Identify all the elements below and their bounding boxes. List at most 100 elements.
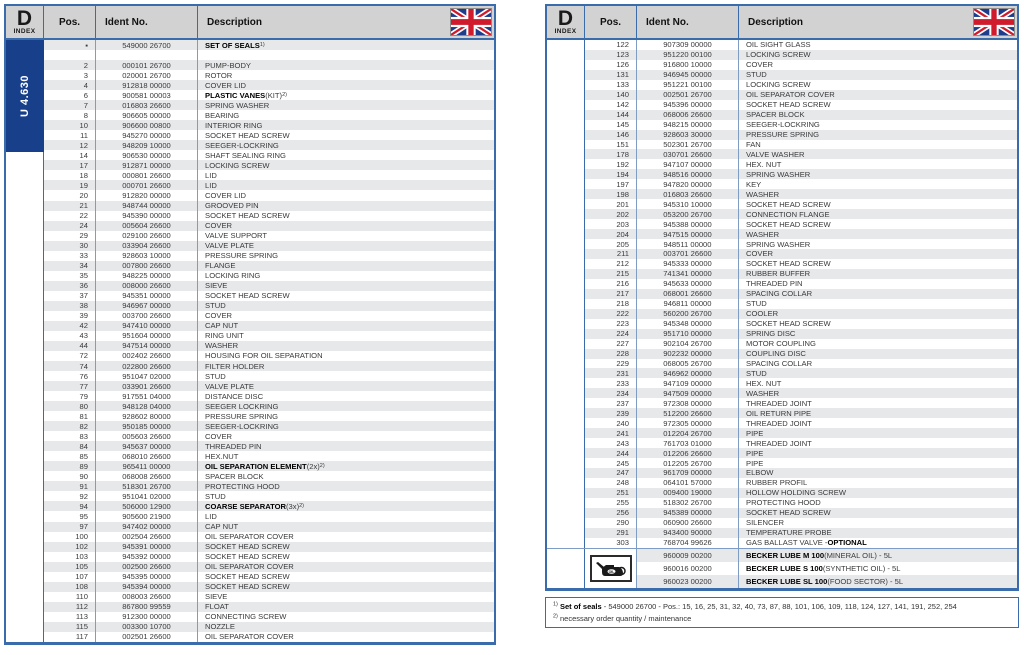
ident-cell: 030701 26600 bbox=[637, 149, 739, 160]
table-row: 231 946962 00000 STUD bbox=[547, 368, 1017, 379]
description-cell: STUD bbox=[746, 299, 767, 309]
pos-cell: 237 bbox=[585, 398, 637, 409]
index-tab: D INDEX bbox=[547, 6, 585, 38]
uk-flag-icon bbox=[973, 8, 1015, 36]
description-cell: LID bbox=[205, 170, 217, 180]
ident-cell: 506000 12900 bbox=[96, 501, 198, 512]
description-cell: SPRING WASHER bbox=[746, 169, 811, 179]
index-cell bbox=[547, 189, 585, 200]
pos-cell: 228 bbox=[585, 348, 637, 359]
index-cell bbox=[547, 398, 585, 409]
description-cell: SOCKET HEAD SCREW bbox=[746, 508, 831, 518]
index-cell bbox=[547, 258, 585, 269]
ident-cell: 916800 10000 bbox=[637, 59, 739, 70]
ident-cell: 000701 26600 bbox=[96, 180, 198, 191]
index-cell bbox=[547, 89, 585, 100]
pos-cell: 240 bbox=[585, 418, 637, 429]
table-row: 85 068010 26600 HEX.NUT bbox=[6, 451, 494, 462]
description-cell: TEMPERATURE PROBE bbox=[746, 528, 832, 538]
table-row: 133 951221 00100 LOCKING SCREW bbox=[547, 79, 1017, 90]
col-header-ident: Ident No. bbox=[96, 6, 198, 38]
index-cell bbox=[547, 388, 585, 399]
table-row: 218 946811 00000 STUD bbox=[547, 298, 1017, 309]
table-row: 91 518301 26700 PROTECTING HOOD bbox=[6, 481, 494, 492]
ident-cell: 946945 00000 bbox=[637, 69, 739, 80]
ident-cell: 965411 00000 bbox=[96, 461, 198, 472]
description-cell: LOCKING SCREW bbox=[746, 50, 811, 60]
description-cell: COUPLING DISC bbox=[746, 349, 806, 359]
ident-cell: 951221 00100 bbox=[637, 79, 739, 90]
description-cell: SOCKET HEAD SCREW bbox=[205, 552, 290, 562]
table-row: 112 867800 99559 FLOAT bbox=[6, 601, 494, 612]
ident-cell: 945637 00000 bbox=[96, 441, 198, 452]
pos-cell: 218 bbox=[585, 298, 637, 309]
table-row: 103 945392 00000 SOCKET HEAD SCREW bbox=[6, 551, 494, 562]
description-cell: VALVE SUPPORT bbox=[205, 231, 268, 241]
ident-cell: 928603 10000 bbox=[96, 250, 198, 261]
pos-cell: 231 bbox=[585, 368, 637, 379]
pos-cell: 97 bbox=[44, 521, 96, 532]
index-cell bbox=[6, 180, 44, 191]
table-row: 44 947514 00000 WASHER bbox=[6, 340, 494, 351]
description-cell: SEEGER-LOCKRING bbox=[746, 120, 820, 130]
index-letter: D bbox=[16, 6, 33, 30]
ident-cell: 928603 30000 bbox=[637, 129, 739, 140]
index-cell bbox=[6, 551, 44, 562]
description-cell: SPACING COLLAR bbox=[746, 289, 813, 299]
table-row: 29 029100 26600 VALVE SUPPORT bbox=[6, 230, 494, 241]
table-row: 251 009400 19000 HOLLOW HOLDING SCREW bbox=[547, 487, 1017, 498]
index-cell bbox=[547, 199, 585, 210]
index-cell bbox=[6, 290, 44, 301]
description-cell: SOCKET HEAD SCREW bbox=[205, 130, 290, 140]
pos-cell: 85 bbox=[44, 451, 96, 462]
description-cell: SEEGER-LOCKRING bbox=[205, 140, 279, 150]
description-cell: THREADED JOINT bbox=[746, 438, 812, 448]
index-cell bbox=[547, 549, 585, 588]
table-row: 84 945637 00000 THREADED PIN bbox=[6, 441, 494, 452]
ident-cell: 961709 00000 bbox=[637, 467, 739, 478]
ident-cell: 905600 21900 bbox=[96, 511, 198, 522]
pos-cell: 24 bbox=[44, 220, 96, 231]
ident-cell: 945389 00000 bbox=[637, 507, 739, 518]
pos-cell: 95 bbox=[44, 511, 96, 522]
ident-cell: 741341 00000 bbox=[637, 268, 739, 279]
index-cell bbox=[6, 621, 44, 632]
ident-cell: 008000 26600 bbox=[96, 280, 198, 291]
ident-cell: 912820 00000 bbox=[96, 190, 198, 201]
index-cell bbox=[547, 139, 585, 150]
table-row: 192 947107 00000 HEX. NUT bbox=[547, 159, 1017, 170]
ident-cell: 948511 00000 bbox=[637, 239, 739, 250]
ident-cell: 948215 00000 bbox=[637, 119, 739, 130]
index-cell bbox=[6, 471, 44, 482]
table-row: 216 945633 00000 THREADED PIN bbox=[547, 278, 1017, 289]
description-cell: LOCKING SCREW bbox=[205, 160, 270, 170]
index-cell bbox=[547, 527, 585, 538]
table-row: 100 002504 26600 OIL SEPARATOR COVER bbox=[6, 531, 494, 542]
pos-cell: 123 bbox=[585, 49, 637, 60]
description-cell: COOLER bbox=[746, 309, 779, 319]
table-row: 79 917551 04000 DISTANCE DISC bbox=[6, 391, 494, 402]
description-cell: RUBBER PROFIL bbox=[746, 478, 808, 488]
pos-cell: 44 bbox=[44, 340, 96, 351]
model-tab: U 4.630 bbox=[6, 40, 44, 152]
description-cell: FILTER HOLDER bbox=[205, 361, 265, 371]
ident-cell: 906605 00000 bbox=[96, 110, 198, 121]
description-cell: STUD bbox=[746, 368, 767, 378]
pos-cell: 145 bbox=[585, 119, 637, 130]
ident-cell: 948744 00000 bbox=[96, 200, 198, 211]
table-row: 3 020001 26700 ROTOR bbox=[6, 70, 494, 81]
pos-cell: 290 bbox=[585, 517, 637, 528]
table-row: 123 951220 00100 LOCKING SCREW bbox=[547, 49, 1017, 60]
table-row: 117 002501 26600 OIL SEPARATOR COVER bbox=[6, 631, 494, 642]
col-header-description-label: Description bbox=[207, 16, 263, 28]
index-cell bbox=[6, 431, 44, 442]
table-row: ▪ 549000 26700 SET OF SEALS 1) bbox=[6, 40, 494, 51]
index-cell bbox=[547, 119, 585, 130]
description-cell: WASHER bbox=[205, 341, 239, 351]
table-row: 74 022800 26600 FILTER HOLDER bbox=[6, 361, 494, 372]
table-row: 215 741341 00000 RUBBER BUFFER bbox=[547, 268, 1017, 279]
index-cell bbox=[547, 487, 585, 498]
table-row: 97 947402 00000 CAP NUT bbox=[6, 521, 494, 532]
pos-cell: 21 bbox=[44, 200, 96, 211]
